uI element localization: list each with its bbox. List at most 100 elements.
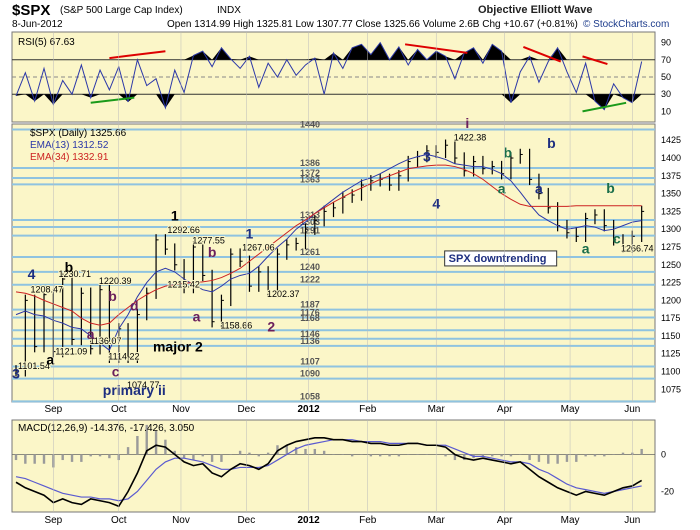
macd-histogram-bar (463, 454, 466, 461)
wave-label: 1 (246, 225, 254, 241)
x-tick-label: Dec (237, 404, 255, 415)
rsi-tick-label: 50 (661, 72, 671, 82)
price-annotation: 1114.22 (108, 352, 139, 362)
price-annotation: 1266.74 (621, 243, 654, 253)
price-annotation: 1215.42 (167, 280, 200, 290)
macd-histogram-bar (42, 454, 46, 464)
price-tick-label: 1250 (661, 260, 681, 270)
macd-histogram-bar (238, 450, 242, 455)
macd-histogram-bar (444, 454, 447, 457)
macd-panel (11, 419, 656, 513)
macd-histogram-bar (294, 447, 298, 455)
macd-histogram-bar (313, 448, 317, 455)
macd-histogram-bar (322, 450, 326, 455)
trend-box-label: SPX downtrending (449, 253, 547, 265)
ohlc-readout: Open 1314.99 High 1325.81 Low 1307.77 Cl… (167, 19, 578, 30)
wave-label: 3 (12, 366, 20, 382)
wave-label: major 2 (153, 339, 203, 355)
rsi-tick-label: 90 (661, 38, 671, 48)
macd-histogram-bar (210, 454, 214, 462)
price-annotation: 1121.09 (55, 347, 87, 357)
symbol-title: $SPX (12, 2, 50, 19)
macd-histogram-bar (24, 454, 27, 464)
price-legend-ema34: EMA(34) 1332.91 (30, 152, 109, 163)
rsi-trend-line (523, 45, 562, 63)
macd-histogram-bar (173, 450, 176, 455)
fib-level-label: 1291 (300, 226, 320, 236)
macd-histogram-bar (556, 454, 559, 464)
macd-histogram-bar (575, 454, 578, 462)
wave-label: b (208, 244, 217, 260)
rsi-trend-line (90, 96, 135, 104)
macd-histogram-bar (332, 454, 335, 455)
x-tick-label: Feb (359, 404, 377, 415)
wave-label: primary ii (103, 382, 166, 398)
rsi-legend: RSI(5) 67.63 (18, 37, 75, 48)
macd-histogram-bar (603, 454, 606, 457)
x-tick-label: Jun (624, 404, 640, 415)
price-tick-label: 1100 (661, 367, 680, 377)
macd-legend: MACD(12,26,9) -14.376, -17.426, 3.050 (18, 423, 195, 434)
rsi-chart: 10 30 50 70 90 (12, 38, 671, 116)
wave-label: 4 (28, 266, 36, 282)
macd-histogram-bar (388, 454, 391, 457)
exchange-label: INDX (217, 5, 241, 16)
macd-histogram-bar (547, 454, 550, 464)
macd-histogram-bar (416, 454, 419, 455)
macd-histogram-bar (481, 454, 485, 457)
macd-histogram-bar (220, 454, 223, 462)
macd-histogram-bar (80, 454, 83, 462)
wave-label: a (46, 351, 54, 367)
x-tick-label: Mar (428, 404, 446, 415)
macd-histogram-bar (500, 454, 503, 457)
price-annotation: 1230.71 (58, 269, 91, 279)
macd-histogram-bar (640, 448, 643, 455)
macd-histogram-bar (341, 454, 345, 455)
macd-histogram-bar (519, 454, 522, 455)
wave-label: b (65, 259, 74, 275)
macd-signal-line (15, 439, 642, 502)
x-tick-label: May (561, 404, 580, 415)
wave-label: 1 (171, 208, 179, 224)
macd-tick-label: 0 (661, 450, 666, 460)
macd-histogram-bar (407, 454, 410, 455)
macd-histogram-bar (537, 454, 541, 462)
rsi-tick-label: 70 (661, 55, 671, 65)
trend-box (444, 250, 558, 267)
rsi-line (15, 41, 643, 111)
macd-histogram-bar (528, 454, 531, 461)
macd-histogram-bar (248, 452, 251, 455)
x-tick-label: Apr (497, 404, 513, 415)
macd-histogram-bar (621, 452, 625, 455)
fib-level-label: 1222 (300, 275, 320, 285)
macd-histogram-bar (369, 454, 373, 457)
fib-level-label: 1440 (300, 120, 320, 130)
macd-histogram-bar (350, 454, 354, 457)
macd-histogram-bar (304, 448, 307, 455)
fib-level-label: 1090 (300, 369, 320, 379)
fib-level-label: 1240 (300, 262, 320, 272)
macd-histogram-bar (126, 447, 130, 455)
x-tick-label: 2012 (297, 404, 320, 415)
wave-label: c (613, 230, 621, 246)
x-axis-labels: Sep Sep Oct Oct Nov Nov Dec Dec 2012 2012 Feb Feb Ma… (44, 32, 640, 526)
x-tick-label: Sep (44, 404, 62, 415)
macd-histogram-bar (145, 424, 148, 455)
fib-level-label: 1386 (300, 158, 320, 168)
macd-histogram-bar (89, 454, 92, 457)
macd-histogram-bar (70, 454, 74, 462)
macd-line (15, 437, 643, 508)
price-tick-label: 1200 (661, 295, 681, 305)
chart-source: Objective Elliott Wave (478, 4, 593, 16)
price-legend-spx: $SPX (Daily) 1325.66 (30, 128, 127, 139)
price-tick-label: 1300 (661, 224, 681, 234)
chart-date: 8-Jun-2012 (12, 19, 63, 30)
x-tick-label: Mar (428, 515, 446, 526)
macd-histogram-bar (61, 454, 64, 461)
wave-label: b (547, 135, 556, 151)
wave-label: a (87, 326, 95, 342)
fib-level-label: 1176 (300, 307, 320, 317)
macd-histogram-bar (397, 454, 401, 457)
x-tick-label: 2012 (297, 515, 320, 526)
